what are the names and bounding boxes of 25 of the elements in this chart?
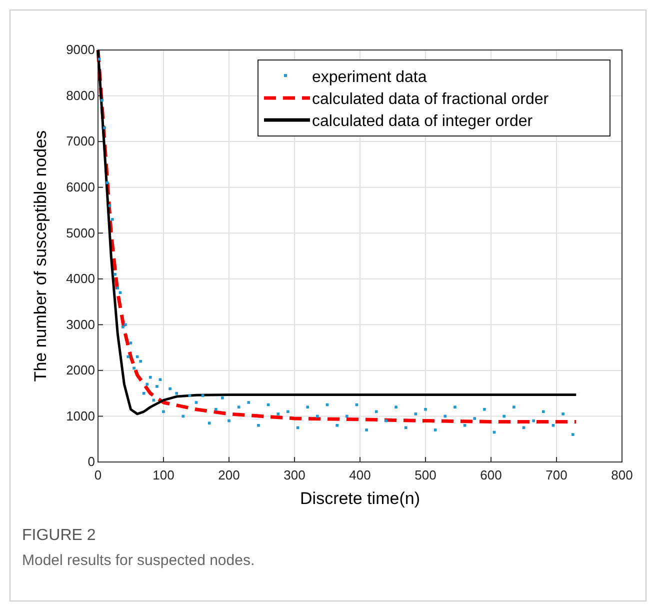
x-tick-label: 600 xyxy=(480,467,502,482)
y-tick-label: 1000 xyxy=(66,408,95,424)
x-tick-label: 300 xyxy=(284,467,306,482)
x-tick-label: 200 xyxy=(218,467,240,482)
legend-label: calculated data of fractional order xyxy=(312,91,550,108)
y-tick-label: 9000 xyxy=(66,42,95,58)
y-tick-label: 8000 xyxy=(66,88,95,103)
y-tick-label: 5000 xyxy=(66,225,95,240)
x-tick-label: 100 xyxy=(152,467,174,482)
y-tick-label: 6000 xyxy=(66,179,95,194)
y-tick-label: 0 xyxy=(88,454,95,470)
text: Model results for suspected nodes. xyxy=(22,552,255,569)
x-tick-label: 800 xyxy=(611,467,633,482)
x-tick-label: 400 xyxy=(349,467,371,482)
y-axis-title: The number of susceptible nodes xyxy=(31,130,50,382)
y-tick-label: 2000 xyxy=(66,362,95,378)
x-tick-label: 700 xyxy=(546,467,568,482)
legend-label: calculated data of integer order xyxy=(312,113,534,130)
y-tick-label: 3000 xyxy=(66,316,95,332)
y-tick-label: 4000 xyxy=(66,271,95,286)
legend-label: experiment data xyxy=(312,69,427,86)
y-tick-label: 7000 xyxy=(66,134,95,149)
x-axis-title: Discrete time(n) xyxy=(300,489,420,508)
caption: FIGURE 2 xyxy=(22,527,96,544)
x-tick-label: 500 xyxy=(414,467,436,482)
